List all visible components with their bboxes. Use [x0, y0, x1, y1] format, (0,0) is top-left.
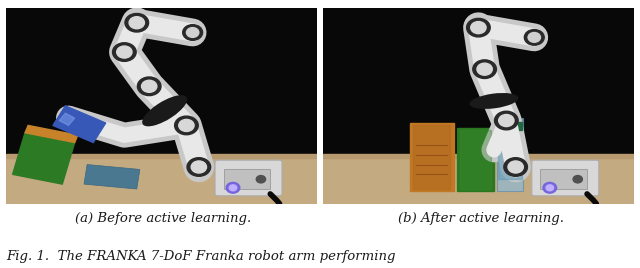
Bar [224, 169, 270, 189]
Circle shape [129, 17, 145, 29]
Text: (b) After active learning.: (b) After active learning. [398, 212, 564, 225]
Circle shape [125, 13, 148, 32]
Text: (a) Before active learning.: (a) Before active learning. [75, 212, 252, 225]
Bar [410, 123, 454, 191]
Bar [323, 154, 634, 158]
Bar [460, 130, 491, 189]
Bar [323, 155, 634, 204]
Circle shape [226, 183, 240, 193]
Circle shape [467, 18, 490, 37]
Circle shape [141, 80, 157, 92]
Bar [497, 118, 524, 191]
Bar [498, 150, 522, 179]
Bar [6, 154, 317, 158]
Circle shape [495, 111, 518, 130]
Circle shape [504, 158, 527, 176]
Bar [499, 122, 522, 130]
Circle shape [186, 28, 199, 37]
Bar [6, 155, 317, 204]
Circle shape [524, 29, 544, 45]
Circle shape [546, 185, 554, 191]
Circle shape [175, 116, 198, 135]
Bar [540, 169, 587, 189]
Polygon shape [13, 133, 75, 184]
Circle shape [573, 176, 582, 183]
Polygon shape [25, 125, 78, 143]
Ellipse shape [142, 95, 188, 126]
Ellipse shape [469, 93, 518, 109]
Circle shape [256, 176, 266, 183]
Circle shape [499, 114, 514, 126]
FancyBboxPatch shape [532, 160, 599, 196]
Circle shape [477, 63, 492, 75]
Circle shape [471, 21, 486, 34]
Circle shape [187, 158, 211, 176]
Circle shape [473, 60, 497, 79]
Circle shape [543, 183, 557, 193]
Polygon shape [59, 113, 75, 125]
FancyBboxPatch shape [215, 160, 282, 196]
Text: Fig. 1.  The FRANKA 7-DoF Franka robot arm performing: Fig. 1. The FRANKA 7-DoF Franka robot ar… [6, 250, 396, 263]
Polygon shape [53, 106, 106, 143]
Bar [457, 128, 494, 191]
Circle shape [508, 161, 524, 173]
Circle shape [179, 119, 194, 132]
Circle shape [138, 77, 161, 96]
Circle shape [113, 43, 136, 61]
Circle shape [528, 32, 540, 42]
Bar [413, 125, 451, 189]
Circle shape [229, 185, 237, 191]
Circle shape [191, 161, 207, 173]
Polygon shape [84, 165, 140, 189]
Circle shape [116, 46, 132, 58]
Circle shape [182, 25, 203, 40]
